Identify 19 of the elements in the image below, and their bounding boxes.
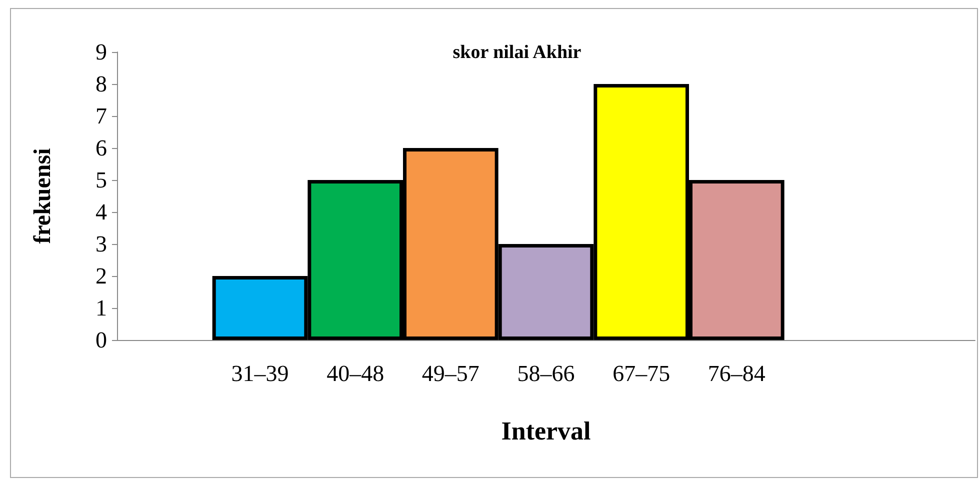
x-tick-label: 76–84: [708, 361, 766, 386]
chart-title: skor nilai Akhir: [452, 42, 582, 63]
y-tick-label: 2: [96, 264, 107, 288]
y-tick-label: 6: [96, 136, 107, 160]
x-tick-label: 67–75: [612, 361, 670, 386]
y-tick-label: 0: [96, 328, 107, 352]
y-tick-label: 8: [96, 72, 107, 96]
y-tick-label: 5: [96, 168, 107, 192]
x-tick-label: 31–39: [231, 361, 289, 386]
y-axis-title: frekuensi: [30, 148, 56, 244]
x-tick-label: 40–48: [326, 361, 384, 386]
y-tick-label: 4: [96, 200, 108, 224]
y-tick-label: 9: [96, 40, 107, 64]
y-tick-label: 7: [96, 104, 107, 128]
y-tick-label: 3: [96, 232, 107, 256]
y-tick-label: 1: [96, 296, 107, 320]
x-tick-label: 58–66: [517, 361, 575, 386]
x-tick-label: 49–57: [422, 361, 480, 386]
x-axis-title: Interval: [501, 416, 591, 446]
